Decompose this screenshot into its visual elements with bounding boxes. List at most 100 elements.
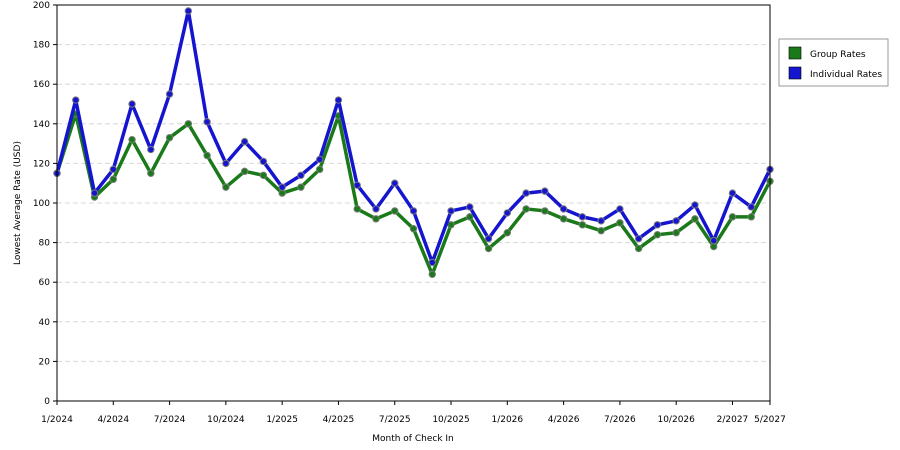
- x-tick-label: 5/2027: [754, 415, 786, 425]
- x-tick-label: 4/2025: [323, 415, 355, 425]
- x-tick-label: 7/2026: [604, 415, 636, 425]
- data-point: [484, 234, 493, 243]
- data-point: [522, 189, 530, 197]
- data-point: [672, 217, 680, 225]
- x-tick-label: 7/2024: [154, 415, 186, 425]
- data-point: [747, 213, 755, 221]
- series-line: [55, 9, 772, 265]
- legend-label-individual: Individual Rates: [810, 70, 882, 80]
- data-point: [391, 179, 399, 187]
- grid-lines: [57, 44, 770, 362]
- data-point: [297, 183, 305, 191]
- data-point: [128, 135, 136, 144]
- data-point: [466, 203, 474, 211]
- data-point: [522, 205, 530, 213]
- x-tick-label: 4/2024: [97, 415, 129, 425]
- data-point: [710, 242, 718, 251]
- y-tick-label: 180: [33, 41, 50, 51]
- series-1: [53, 7, 774, 267]
- data-point: [503, 209, 512, 217]
- legend-swatch-individual: [788, 66, 802, 80]
- y-tick-label: 100: [33, 199, 50, 209]
- data-point: [503, 229, 512, 237]
- data-point: [278, 189, 286, 197]
- data-point: [372, 205, 380, 213]
- series-line: [55, 112, 772, 277]
- data-point: [428, 258, 436, 267]
- data-point: [541, 187, 549, 195]
- data-point: [334, 96, 343, 104]
- data-point: [634, 234, 643, 243]
- y-axis-title: Lowest Average Rate (USD): [13, 141, 23, 265]
- data-point: [222, 159, 230, 168]
- data-point: [222, 183, 230, 191]
- data-point: [728, 213, 737, 221]
- y-tick-label: 140: [33, 120, 50, 130]
- data-point: [653, 230, 662, 239]
- data-point: [447, 207, 455, 215]
- data-point: [165, 90, 174, 98]
- data-point: [297, 171, 305, 179]
- legend-swatch-group: [788, 46, 802, 60]
- y-tick-label: 40: [39, 318, 51, 328]
- data-point: [353, 205, 361, 213]
- data-point: [653, 221, 662, 229]
- data-point: [315, 165, 324, 174]
- data-point: [428, 270, 436, 278]
- data-point: [147, 169, 155, 178]
- x-tick-label: 7/2025: [379, 415, 411, 425]
- x-tick-label: 4/2026: [548, 415, 580, 425]
- data-point: [710, 236, 718, 245]
- data-point: [240, 167, 249, 176]
- y-tick-label: 0: [44, 397, 50, 407]
- data-point: [184, 7, 193, 15]
- data-point: [128, 100, 136, 108]
- data-point: [259, 157, 268, 166]
- legend: Group Rates Individual Rates: [778, 38, 889, 87]
- data-point: [578, 213, 587, 221]
- y-tick-label: 60: [39, 278, 51, 288]
- data-point: [259, 171, 268, 179]
- y-axis: 0 20 40 60 80 100 120 140 160 180 200: [33, 1, 57, 407]
- data-point: [315, 155, 324, 164]
- series-layer: [53, 7, 774, 278]
- data-point: [597, 217, 605, 225]
- data-point: [597, 227, 605, 235]
- x-tick-label: 1/2024: [41, 415, 73, 425]
- data-point: [466, 213, 474, 221]
- y-tick-label: 160: [33, 80, 50, 90]
- data-point: [559, 205, 568, 213]
- y-tick-label: 80: [39, 239, 51, 249]
- data-point: [447, 221, 455, 229]
- y-tick-label: 200: [33, 1, 50, 11]
- data-point: [165, 133, 174, 142]
- data-point: [109, 175, 117, 183]
- data-point: [391, 207, 399, 215]
- series-0: [53, 110, 774, 278]
- data-point: [372, 215, 380, 223]
- data-point: [203, 151, 211, 160]
- data-point: [147, 145, 155, 154]
- data-point: [240, 137, 249, 146]
- data-point: [728, 189, 737, 197]
- data-point: [616, 219, 624, 227]
- data-point: [90, 189, 99, 197]
- data-point: [109, 165, 117, 174]
- data-point: [203, 118, 211, 126]
- data-point: [184, 120, 193, 128]
- data-point: [634, 244, 643, 253]
- data-point: [278, 183, 286, 191]
- data-point: [578, 221, 587, 229]
- data-point: [672, 229, 680, 237]
- data-point: [72, 96, 80, 104]
- x-tick-label: 10/2026: [657, 415, 695, 425]
- x-tick-label: 2/2027: [717, 415, 749, 425]
- data-point: [559, 215, 568, 223]
- x-axis-title: Month of Check In: [372, 434, 454, 444]
- legend-label-group: Group Rates: [810, 50, 866, 60]
- y-tick-label: 120: [33, 159, 50, 169]
- x-tick-label: 1/2026: [491, 415, 523, 425]
- data-point: [691, 201, 699, 209]
- data-point: [353, 181, 361, 189]
